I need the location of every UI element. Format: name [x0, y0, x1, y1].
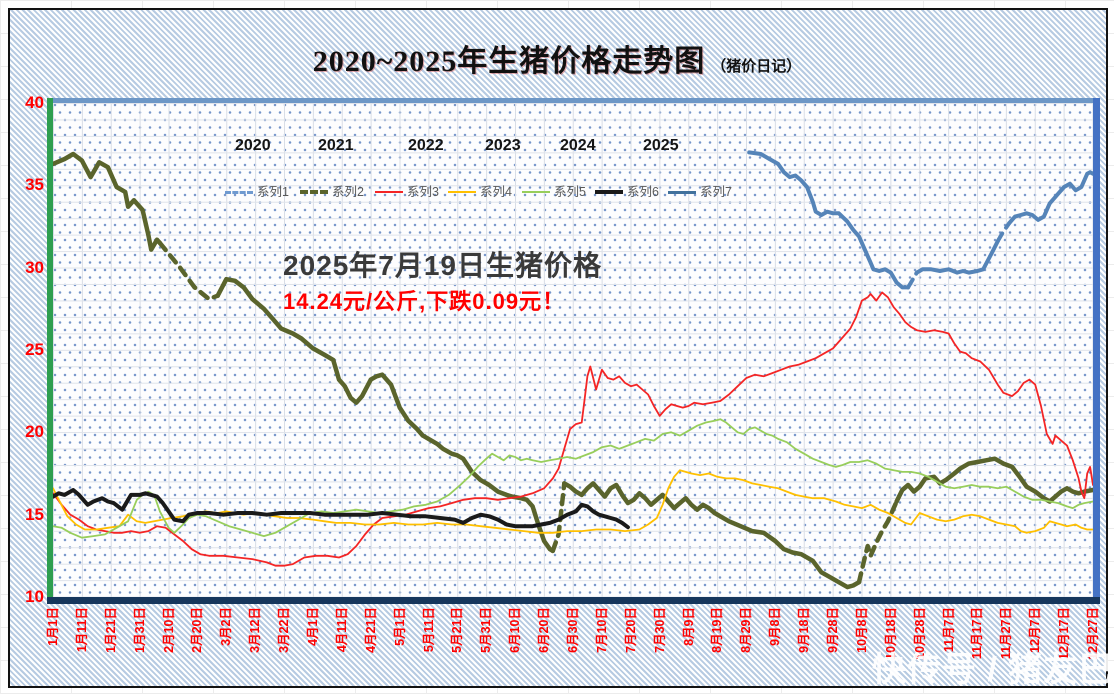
x-tick-label: 2月20日 — [190, 607, 205, 653]
x-tick-label: 7月10日 — [594, 607, 609, 653]
series-line-2021 — [157, 240, 220, 302]
legend-year-2020: 2020 — [235, 137, 271, 154]
price-lines-svg — [53, 150, 1093, 590]
chart-title-sub: （猪价日记） — [711, 59, 802, 75]
series-line-2021 — [215, 276, 556, 554]
legend-year-2024: 2024 — [560, 137, 596, 154]
legend-year-2022: 2022 — [408, 137, 444, 154]
y-tick-label: 10 — [25, 587, 44, 606]
legend-label: 系列1 — [257, 185, 289, 199]
plot-border-bottom — [47, 597, 1100, 604]
series-line-2020下半年 — [1007, 170, 1093, 226]
legend-swatch-系列5 — [522, 191, 550, 193]
series-line-2021 — [894, 456, 1093, 504]
x-tick-label: 7月30日 — [652, 607, 667, 653]
series-line-2021 — [53, 151, 163, 252]
series-line-2021 — [856, 499, 899, 585]
x-tick-label: 9月28日 — [826, 607, 840, 653]
x-tick-label: 1月31日 — [132, 607, 147, 653]
legend-swatch-系列4 — [448, 191, 476, 193]
plot-border-right — [1093, 98, 1100, 604]
x-tick-label: 8月19日 — [710, 607, 725, 653]
x-tick-label: 4月21日 — [363, 607, 378, 653]
legend-label: 系列5 — [554, 185, 586, 199]
x-tick-label: 9月8日 — [768, 607, 783, 646]
x-tick-label: 3月12日 — [248, 607, 263, 653]
legend-year-2023: 2023 — [485, 137, 521, 154]
y-tick-label: 25 — [25, 340, 44, 359]
watermark: 快传号 / 猪友巴巴 — [872, 651, 1114, 689]
x-tick-label: 1月11日 — [74, 607, 89, 653]
legend-swatch-系列3 — [375, 191, 403, 193]
series-line-2020下半年 — [995, 221, 1012, 244]
legend-year-2025: 2025 — [643, 137, 679, 154]
x-tick-label: 1月21日 — [103, 607, 118, 653]
series-line-2020下半年 — [906, 270, 919, 290]
legend-label: 系列2 — [332, 185, 364, 199]
series-line-2020下半年 — [747, 150, 911, 290]
legend-label: 系列4 — [480, 185, 512, 199]
y-tick-label: 15 — [25, 504, 44, 524]
series-line-2022 — [53, 291, 1093, 567]
x-tick-label: 8月9日 — [681, 607, 696, 646]
legend-item-系列1: 系列1 — [225, 184, 289, 200]
legend-item-系列3: 系列3 — [375, 184, 439, 200]
x-tick-label: 4月11日 — [334, 607, 349, 653]
x-tick-label: 7月20日 — [623, 607, 638, 653]
legend-swatch-系列7 — [668, 190, 696, 194]
legend-item-系列5: 系列5 — [522, 184, 586, 200]
y-tick-label: 35 — [25, 175, 44, 195]
legend-label: 系列6 — [627, 185, 659, 199]
legend-swatch-系列1 — [225, 190, 253, 194]
series-line-2020下半年 — [914, 239, 1000, 275]
x-tick-label: 8月29日 — [739, 607, 754, 653]
chart-title-main: 2020~2025年生猪价格走势图 — [312, 45, 706, 78]
legend-label: 系列7 — [700, 185, 732, 199]
x-tick-label: 3月2日 — [219, 607, 234, 646]
x-tick-label: 6月20日 — [537, 607, 552, 653]
x-tick-label: 5月21日 — [450, 607, 465, 653]
legend-label: 系列3 — [407, 185, 439, 199]
plot-border-top — [53, 98, 1093, 103]
series-line-2023 — [53, 469, 1093, 534]
x-tick-label: 6月30日 — [566, 607, 580, 653]
series-line-2021 — [562, 481, 862, 590]
annotation-date-price: 2025年7月19日生猪价格 — [283, 250, 603, 281]
series-line-2025 — [53, 488, 630, 530]
legend-item-系列6: 系列6 — [595, 184, 659, 200]
legend-year-2021: 2021 — [318, 137, 354, 154]
legend-item-系列4: 系列4 — [448, 184, 512, 200]
x-tick-label: 2月10日 — [161, 607, 176, 653]
y-tick-label: 20 — [25, 422, 44, 442]
x-tick-label: 5月11日 — [421, 607, 436, 653]
legend-swatch-系列6 — [595, 190, 623, 194]
x-tick-label: 10月8日 — [854, 607, 869, 653]
x-tick-label: 1月1日 — [46, 607, 60, 646]
x-tick-label: 6月10日 — [508, 607, 523, 653]
x-tick-label: 5月1日 — [392, 607, 407, 646]
y-tick-label: 40 — [25, 93, 44, 112]
plot-area — [53, 103, 1093, 597]
chart-title: 2020~2025年生猪价格走势图 （猪价日记） — [0, 36, 1114, 80]
x-tick-label: 5月31日 — [479, 607, 494, 653]
y-tick-label: 30 — [25, 257, 44, 277]
legend-item-系列2: 系列2 — [300, 184, 364, 200]
x-tick-label: 4月1日 — [306, 607, 320, 646]
x-tick-label: 3月22日 — [277, 607, 292, 653]
legend-item-系列7: 系列7 — [668, 184, 732, 200]
x-tick-label: 9月18日 — [797, 607, 812, 653]
plot-border-left — [47, 98, 53, 604]
annotation-price-change: 14.24元/公斤,下跌0.09元！ — [283, 289, 566, 314]
legend-swatch-系列2 — [300, 190, 328, 194]
series-line-2024 — [53, 418, 1093, 539]
series-line-2021 — [550, 481, 567, 554]
